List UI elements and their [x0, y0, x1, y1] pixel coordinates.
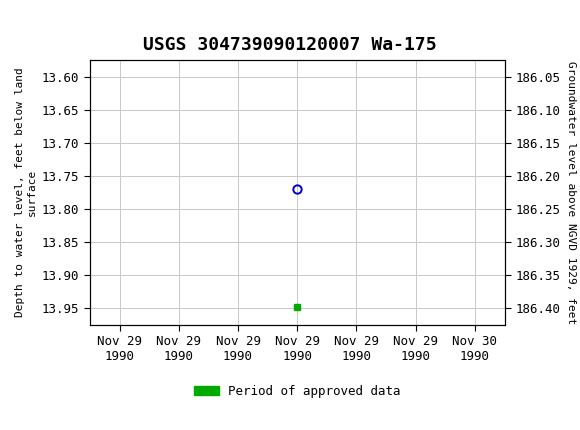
Text: USGS 304739090120007 Wa-175: USGS 304739090120007 Wa-175 [143, 36, 437, 54]
Legend: Period of approved data: Period of approved data [188, 380, 406, 403]
Text: ≡USGS: ≡USGS [3, 12, 85, 33]
Y-axis label: Depth to water level, feet below land
surface: Depth to water level, feet below land su… [15, 68, 37, 317]
Y-axis label: Groundwater level above NGVD 1929, feet: Groundwater level above NGVD 1929, feet [566, 61, 575, 324]
